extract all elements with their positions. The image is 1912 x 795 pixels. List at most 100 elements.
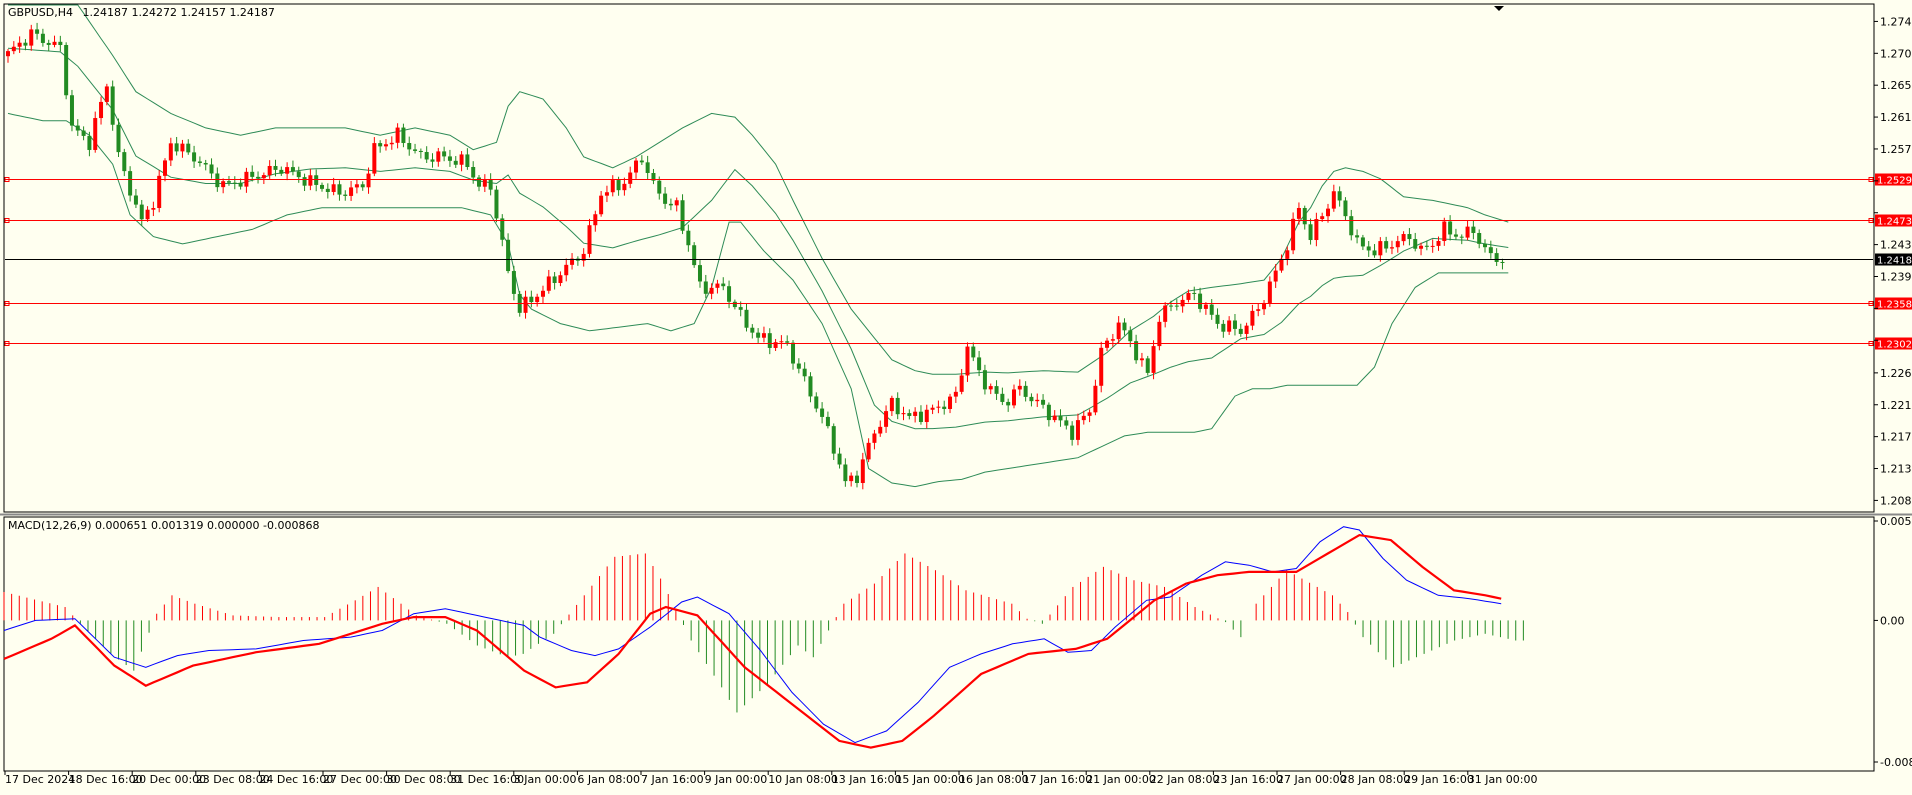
candle-body (1250, 310, 1255, 326)
candle-body (215, 173, 220, 188)
candle (895, 392, 900, 420)
candle (29, 24, 34, 51)
candle-body (232, 182, 237, 184)
candle (1256, 303, 1261, 317)
time-axis-label: 18 Dec 16:00 (69, 773, 143, 786)
candle-body (1331, 191, 1336, 209)
candle-body (570, 258, 575, 265)
level-handle[interactable] (4, 301, 10, 306)
candle (657, 176, 662, 200)
candle-body (477, 177, 482, 187)
candle-body (1488, 247, 1493, 254)
candle-body (866, 442, 871, 460)
candle-body (1145, 358, 1150, 373)
candle (1122, 318, 1127, 336)
candle (540, 285, 545, 303)
candle-body (610, 180, 615, 193)
candle (930, 404, 935, 415)
candle (6, 48, 10, 63)
level-handle[interactable] (1868, 341, 1874, 346)
candle-body (1424, 245, 1429, 247)
candle (651, 168, 656, 185)
candle (389, 136, 394, 150)
time-axis-label: 28 Jan 08:00 (1341, 773, 1411, 786)
candle-body (6, 51, 10, 57)
candle-body (17, 42, 22, 47)
level-handle[interactable] (4, 177, 10, 182)
level-handle[interactable] (1868, 301, 1874, 306)
candle-body (657, 180, 662, 194)
candle-body (1308, 224, 1313, 241)
candle-body (1389, 247, 1394, 249)
candle-body (936, 406, 941, 408)
candle (1424, 240, 1429, 251)
candle-body (465, 154, 470, 167)
candle (558, 271, 563, 287)
candle (948, 393, 953, 414)
candle-body (99, 101, 104, 119)
candle (878, 420, 883, 437)
candle-body (639, 160, 644, 163)
current-price-tag-bg (1875, 253, 1912, 266)
candle-body (436, 151, 441, 162)
candle (1046, 402, 1051, 427)
candle (1011, 384, 1016, 409)
candle (197, 156, 202, 167)
macd-axis-label: -0.00846 (1880, 756, 1912, 769)
candle-body (1477, 232, 1482, 244)
candle (75, 119, 80, 136)
level-handle[interactable] (4, 341, 10, 346)
candle-body (157, 175, 162, 209)
candle (93, 111, 98, 153)
candle-body (564, 264, 569, 276)
candle (529, 290, 534, 308)
candle (1232, 313, 1237, 336)
level-price-tag-label: 1.25294 (1877, 176, 1912, 187)
candle (796, 358, 801, 374)
candle-body (825, 416, 830, 427)
candle (69, 89, 74, 132)
candle (1343, 197, 1348, 221)
candle (779, 335, 784, 349)
candle-body (46, 42, 51, 45)
candle (1378, 237, 1383, 262)
candle (773, 338, 778, 351)
price-axis-label: 1.26590 (1880, 79, 1912, 92)
candle (1209, 299, 1214, 320)
candle-body (29, 29, 34, 46)
candle (494, 185, 499, 223)
candle-body (174, 143, 179, 152)
candle-body (290, 167, 295, 172)
chart-shift-marker-icon[interactable] (1494, 6, 1504, 11)
candle (924, 404, 929, 429)
candle-body (58, 41, 63, 46)
candle-body (558, 275, 563, 284)
candle (221, 178, 226, 194)
candle-body (889, 397, 894, 412)
candle-body (1174, 305, 1179, 307)
level-handle[interactable] (1868, 218, 1874, 223)
level-handle[interactable] (4, 218, 10, 223)
candle-body (1041, 399, 1046, 405)
candle-body (645, 162, 650, 174)
candle-body (1151, 346, 1156, 373)
candle (1401, 231, 1406, 246)
candle (354, 179, 359, 194)
macd-axis: 0.00594 0.00 -0.00846 (1874, 515, 1912, 769)
candle-body (831, 426, 836, 454)
candle (511, 265, 516, 301)
level-handle[interactable] (1868, 177, 1874, 182)
lower-band-line (7, 112, 1509, 488)
candle-body (895, 397, 900, 415)
candle-body (791, 342, 796, 364)
candle-body (1011, 389, 1016, 406)
candle-body (634, 160, 639, 173)
candle-body (267, 165, 272, 176)
candle-body (1105, 340, 1110, 348)
level-price-tag-bg (1875, 337, 1912, 350)
candle (686, 224, 691, 252)
candle (1279, 254, 1284, 273)
ohlc-values: 1.24187 1.24272 1.24157 1.24187 (82, 6, 274, 19)
candle-body (860, 459, 865, 484)
